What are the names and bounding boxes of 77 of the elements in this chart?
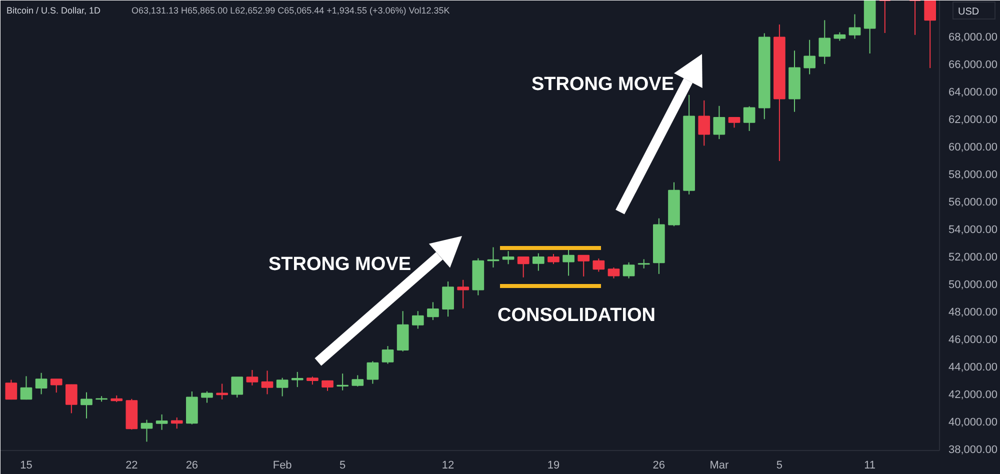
candlestick [20,376,32,400]
candlestick [412,310,424,330]
annotation: CONSOLIDATION [498,305,656,326]
candlestick [442,281,454,318]
x-tick-label: 5 [340,460,346,472]
candlestick [156,414,168,430]
candlestick [457,279,470,309]
candlestick [578,254,590,277]
candlestick [517,256,530,278]
x-tick-label: 11 [864,460,876,472]
text: Bitcoin / U.S. Dollar, 1D [6,6,102,16]
candlestick [743,106,756,132]
candlestick [66,384,78,414]
candlestick [80,392,92,419]
candlestick [50,378,62,394]
y-tick-label: 56,000.00 [948,196,998,208]
y-tick-label: 60,000.00 [948,141,998,154]
y-tick-label: 64,000.00 [948,86,998,98]
annotation: STRONG MOVE [532,74,674,95]
candlestick [261,370,274,395]
y-tick-label: 58,000.00 [948,168,998,181]
y-tick-label: 68,000.00 [948,31,998,44]
candlestick [246,369,258,386]
x-tick-label: 22 [126,460,138,472]
candlestick [622,262,635,279]
candlestick [532,252,544,272]
y-tick-label: 66,000.00 [948,58,998,71]
candlestick [366,360,379,384]
candlestick [170,416,183,430]
candlestick [487,246,500,268]
x-tick-label: Mar [710,460,729,472]
candlestick [713,105,726,140]
candlestick [818,20,831,64]
candlestick [878,0,891,34]
y-tick-label: 52,000.00 [948,251,998,264]
y-axis-title: USD [958,6,980,18]
y-tick-label: 40,000.00 [948,416,998,429]
x-tick-label: 15 [20,460,32,472]
x-tick-label: 26 [652,460,666,472]
x-tick-label: 5 [776,460,783,472]
candlestick [427,302,439,321]
y-tick-label: 50,000.00 [948,278,998,291]
candlestick [352,374,364,388]
candlestick [638,258,650,269]
y-tick-label: 48,000.00 [948,306,998,319]
x-tick-label: 19 [547,460,560,472]
candlestick [382,346,394,364]
x-tick-label: 12 [442,460,454,472]
candlestick [728,116,740,128]
candlestick [592,258,605,272]
candlestick [909,0,921,36]
text: O63,131.13 H65,865.00 L62,652.99 C65,065.44 +1,934.55 (+3.06%) Vol12.35K [132,6,450,16]
candlestick [231,376,244,398]
x-tick-label: Feb [272,460,292,472]
y-tick-label: 62,000.00 [948,114,998,126]
x-tick-label: 26 [186,460,198,472]
y-tick-label: 44,000.00 [948,362,998,374]
y-tick-label: 42,000.00 [948,389,998,402]
y-tick-label: 38,000.00 [948,444,998,456]
candlestick [291,371,304,388]
candlestick [201,390,213,404]
annotation: STRONG MOVE [268,254,412,275]
candlestick [140,419,153,442]
y-tick-label: 54,000.00 [948,224,998,236]
candlestick [562,248,574,276]
candlestick [35,372,48,395]
candlestick [336,373,349,391]
candlestick [924,0,936,69]
candlestick [698,100,710,146]
candlestick [608,266,620,279]
candlestick [548,253,560,265]
candlestick [502,250,514,265]
y-tick-label: 46,000.00 [948,334,998,346]
candlestick [804,39,816,75]
candlestick [848,14,861,40]
candlestick [5,379,18,400]
candlestick [276,377,288,397]
